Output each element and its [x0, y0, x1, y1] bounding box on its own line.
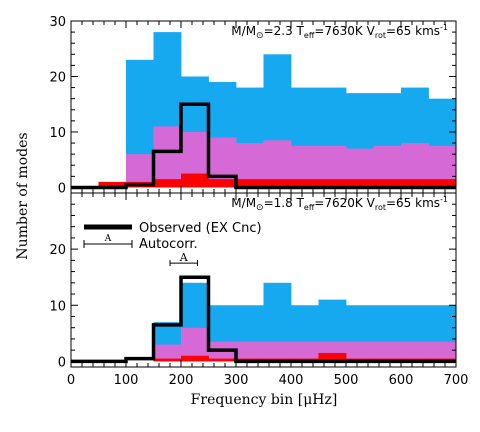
legend: Observed (EX Cnc) A Autocorr.: [83, 221, 262, 252]
bottom-bar-s1-b12: [401, 341, 429, 362]
bottom-ytick-10: 10: [49, 299, 66, 314]
bottom-observed-line: [71, 275, 456, 364]
top-bar-s2-b6: [236, 179, 264, 188]
xtick-100: 100: [114, 373, 139, 388]
bottom-bar-s1-b13: [428, 341, 457, 362]
xtick-600: 600: [389, 373, 414, 388]
top-bar-s2-b1: [98, 181, 127, 188]
top-bar-s2-b4: [181, 173, 209, 188]
legend-autocorr-label: Autocorr.: [139, 237, 198, 252]
x-axis-label: Frequency bin [μHz]: [191, 392, 338, 408]
legend-observed-label: Observed (EX Cnc): [139, 221, 262, 236]
top-panel: 0 10 20 30 M/M⊙=2.3 Teff=7630K Vrot=65 kms-1: [49, 15, 457, 196]
xtick-200: 200: [169, 373, 194, 388]
bottom-bar-s1-b8: [291, 341, 319, 362]
bottom-annotation: M/M⊙=1.8 Teff=7620K Vrot=65 kms-1: [231, 195, 448, 213]
bottom-bar-s1-b3: [153, 344, 182, 362]
legend-autocorr-swatch: [83, 240, 133, 248]
xtick-400: 400: [279, 373, 304, 388]
top-bar-s2-b5: [208, 179, 237, 188]
autocorr-marker: [169, 260, 198, 267]
top-bar-s1-b2: [126, 154, 154, 188]
bottom-ytick-0: 0: [58, 355, 66, 370]
top-bar-s2-b10: [346, 179, 374, 188]
top-bar-s2-b7: [263, 179, 292, 188]
autocorr-marker-label: A: [179, 251, 189, 264]
top-annotation: M/M⊙=2.3 Teff=7630K Vrot=65 kms-1: [231, 23, 448, 41]
bottom-bar-s1-b11: [373, 341, 402, 362]
top-bar-s2-b12: [401, 179, 429, 188]
xtick-500: 500: [334, 373, 359, 388]
bottom-bar-s2-b5: [208, 358, 237, 362]
top-bar-s2-b9: [318, 179, 347, 188]
y-axis-label: Number of modes: [15, 132, 31, 259]
xtick-300: 300: [224, 373, 249, 388]
top-ytick-30: 30: [49, 15, 66, 30]
bottom-bar-s2-b3: [153, 358, 182, 362]
bottom-bar-s1-b6: [236, 341, 264, 362]
top-bar-s1-b3: [153, 126, 182, 188]
top-ytick-20: 20: [49, 70, 66, 85]
top-bar-s2-b13: [428, 179, 457, 188]
top-ytick-10: 10: [49, 126, 66, 141]
top-observed-line: [71, 102, 456, 190]
top-bar-s2-b8: [291, 179, 319, 188]
bottom-frame: [70, 192, 457, 368]
bottom-bar-s1-b10: [346, 341, 374, 362]
top-bar-s2-b11: [373, 179, 402, 188]
legend-autocorr-mark: A: [104, 234, 112, 244]
bottom-ytick-20: 20: [49, 243, 66, 258]
bottom-bar-s1-b7: [263, 341, 292, 362]
top-ytick-0: 0: [58, 181, 66, 196]
bottom-bar-s2-b4: [181, 355, 209, 362]
bottom-bar-s2-b9: [318, 352, 347, 362]
xtick-700: 700: [444, 373, 469, 388]
top-bar-s2-b3: [153, 179, 182, 188]
xtick-0: 0: [67, 373, 75, 388]
